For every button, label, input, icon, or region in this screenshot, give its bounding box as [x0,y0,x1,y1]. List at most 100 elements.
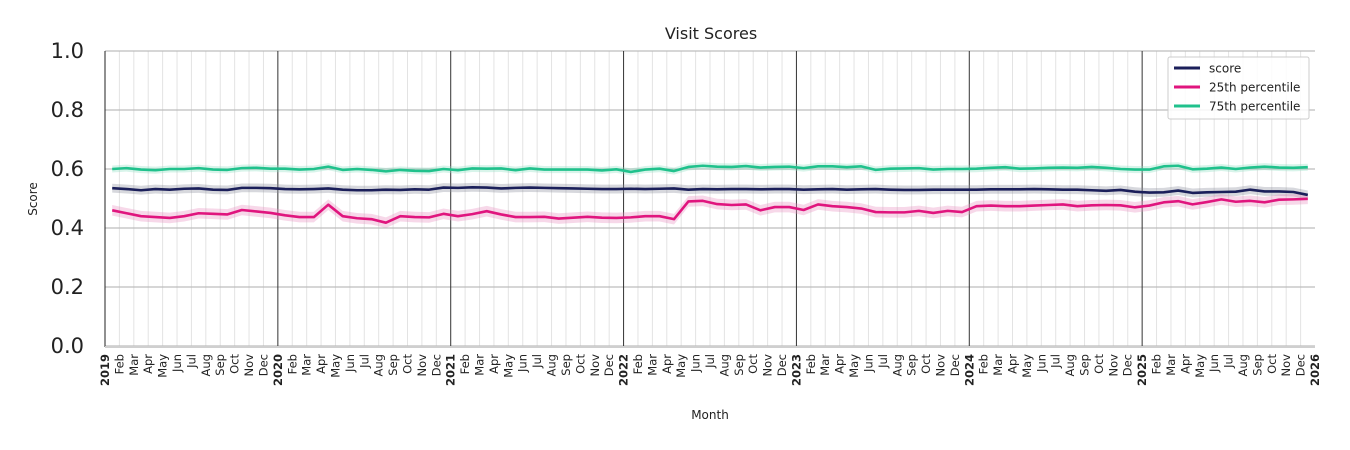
x-tick-label-month: Jun [170,354,184,373]
x-tick-label-month: Feb [112,354,126,374]
x-tick-label-month: Sep [386,354,400,376]
x-tick-label-month: Apr [833,354,847,374]
confidence-band [112,162,1308,176]
x-tick-label-month: Nov [761,354,775,377]
x-tick-label-month: Mar [818,354,832,376]
x-tick-label-month: Dec [256,354,270,376]
x-tick-label-month: Sep [559,354,573,376]
x-tick-label-month: Mar [991,354,1005,376]
legend-label: 25th percentile [1209,81,1300,95]
x-tick-label-month: May [1020,354,1034,378]
x-tick-label-month: Oct [1092,354,1106,374]
x-tick-label-month: Oct [401,354,415,374]
x-tick-label-year: 2025 [1135,354,1149,386]
x-tick-label-month: Mar [473,354,487,376]
x-tick-label-month: Sep [732,354,746,376]
x-tick-label-month: Oct [1265,354,1279,374]
x-tick-label-month: Nov [1279,354,1293,377]
y-tick-labels: 0.0 0.2 0.4 0.6 0.8 1.0 [51,39,84,358]
x-tick-label-month: Mar [1164,354,1178,376]
x-tick-label-month: Jul [876,354,890,369]
x-tick-label-month: Feb [631,354,645,374]
legend-label: 75th percentile [1209,100,1300,114]
legend: score 25th percentile 75th percentile [1167,56,1310,120]
x-tick-label-month: Nov [588,354,602,377]
x-tick-label-month: Mar [300,354,314,376]
chart-title: Visit Scores [665,24,757,43]
x-tick-label-month: Apr [141,354,155,374]
x-tick-label-month: Apr [487,354,501,374]
x-tick-label-month: Jul [703,354,717,369]
y-tick-label: 0.2 [51,275,84,299]
x-tick-label-month: Nov [1106,354,1120,377]
x-tick-label-month: Feb [458,354,472,374]
x-tick-label-month: Jun [1207,354,1221,373]
x-tick-label-month: Dec [775,354,789,376]
y-tick-label: 0.8 [51,98,84,122]
y-axis-label: Score [26,182,40,216]
x-tick-label-month: Nov [933,354,947,377]
x-tick-label-month: Aug [372,354,386,376]
x-tick-label-month: Feb [1150,354,1164,374]
x-tick-label-month: Apr [314,354,328,374]
x-tick-label-month: Oct [228,354,242,374]
series-line [112,185,1309,197]
x-tick-label-month: Dec [602,354,616,376]
y-tick-label: 1.0 [51,39,84,63]
x-tick-label-year: 2020 [271,354,285,386]
x-tick-label-month: Aug [890,354,904,376]
x-tick-label-month: Dec [429,354,443,376]
x-tick-label-month: May [156,354,170,378]
x-tick-label-month: Jun [516,354,530,373]
x-tick-label-month: Jun [689,354,703,373]
y-tick-label: 0.0 [51,334,84,358]
series-line [111,197,1308,224]
x-tick-label-year: 2021 [444,354,458,386]
x-tick-label-month: Oct [746,354,760,374]
x-tick-label-month: Jun [1034,354,1048,373]
x-tick-label-month: Mar [127,354,141,376]
x-tick-label-month: May [1193,354,1207,378]
x-tick-labels: 2019 Feb Mar Apr May Jun Jul Aug Sep Oct Nov Dec 202… [98,354,1322,386]
x-tick-label-month: Feb [977,354,991,374]
x-tick-label-month: Jul [357,354,371,369]
confidence-bands [112,162,1308,228]
x-tick-label-month: May [501,354,515,378]
x-tick-label-month: May [674,354,688,378]
x-tick-label-month: Sep [1078,354,1092,376]
series-line [112,164,1308,174]
x-tick-label-month: May [847,354,861,378]
x-tick-label-month: Apr [660,354,674,374]
grid [105,50,1315,347]
x-tick-label-year: 2023 [789,354,803,386]
x-tick-label-month: Jul [1222,354,1236,369]
confidence-band [112,182,1308,200]
x-tick-label-month: Sep [213,354,227,376]
x-tick-label-year: 2024 [962,354,976,386]
x-tick-label-month: Aug [199,354,213,376]
x-tick-label-month: Jun [343,354,357,373]
x-tick-label-month: Jul [1049,354,1063,369]
x-tick-label-month: Dec [948,354,962,376]
x-tick-label-year: 2026 [1308,354,1322,386]
x-tick-label-month: Aug [717,354,731,376]
x-tick-label-month: Jun [861,354,875,373]
legend-box [1167,56,1310,120]
series-lines [111,164,1309,224]
x-tick-label-month: Aug [545,354,559,376]
x-tick-label-month: Apr [1006,354,1020,374]
x-tick-label-month: Dec [1294,354,1308,376]
x-tick-label-month: Mar [645,354,659,376]
x-tick-label-month: Jul [184,354,198,369]
confidence-band [112,193,1308,228]
x-tick-label-month: Aug [1063,354,1077,376]
x-tick-label-month: Oct [573,354,587,374]
x-tick-label-month: Feb [804,354,818,374]
x-tick-label-month: Nov [242,354,256,377]
x-tick-label-year: 2019 [98,354,112,386]
x-tick-label-year: 2022 [617,354,631,386]
x-tick-label-month: Oct [919,354,933,374]
x-tick-label-month: Sep [905,354,919,376]
